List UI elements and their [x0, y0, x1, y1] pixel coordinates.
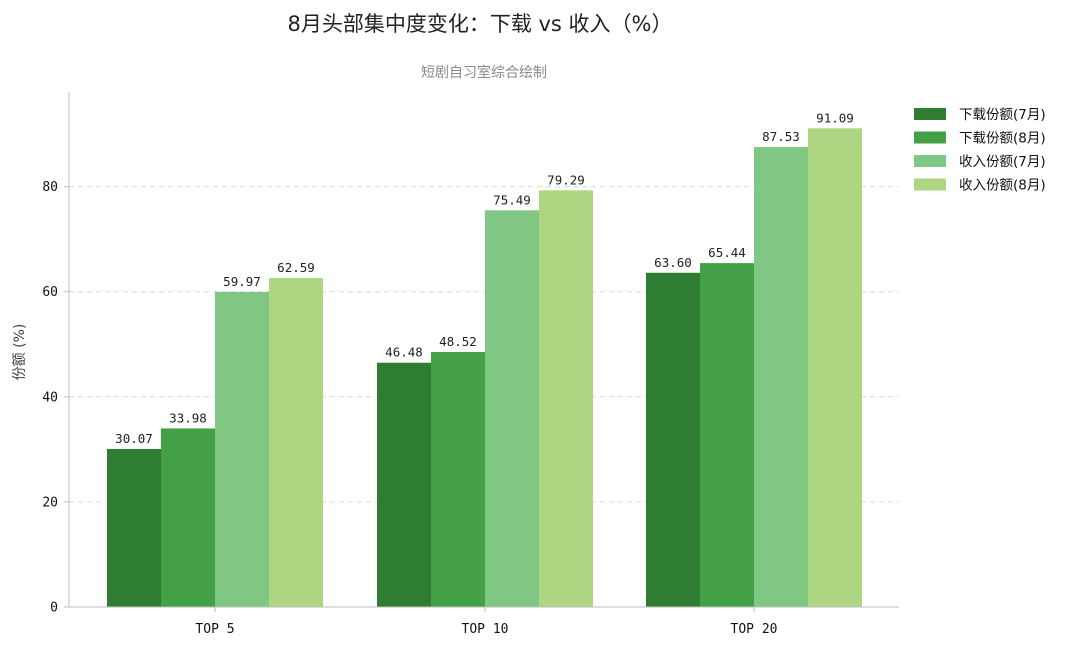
bar [754, 147, 808, 607]
y-axis-label: 份额 (%) [12, 324, 28, 381]
y-tick-label: 40 [42, 390, 58, 405]
data-label: 65.44 [708, 245, 746, 260]
bar [808, 128, 862, 608]
legend-swatch [914, 155, 946, 167]
data-label: 48.52 [439, 334, 477, 349]
chart-title: 8月头部集中度变化：下载 vs 收入（%） [287, 12, 672, 36]
bar [107, 448, 161, 607]
x-tick-label: TOP 5 [195, 622, 234, 637]
bar [269, 278, 323, 607]
data-label: 75.49 [493, 192, 531, 207]
legend-swatch [914, 108, 946, 120]
y-tick-label: 80 [42, 180, 58, 195]
y-tick-label: 60 [42, 285, 58, 300]
bar [700, 263, 754, 607]
bar [539, 190, 593, 608]
bars [107, 128, 862, 608]
x-tick-label: TOP 10 [462, 622, 509, 637]
bar [215, 291, 269, 607]
bar [161, 428, 215, 607]
data-label: 91.09 [816, 110, 854, 125]
legend-swatch [914, 131, 946, 144]
legend-label: 收入份额(7月) [959, 154, 1046, 170]
data-label: 30.07 [115, 431, 153, 446]
data-label: 46.48 [385, 345, 423, 360]
legend-label: 下载份额(7月) [959, 107, 1046, 123]
y-tick-label: 0 [50, 601, 58, 616]
data-label: 33.98 [169, 410, 207, 425]
axes: TOP 5 TOP 10 TOP 20 0 20 40 60 80 份额 (%) [12, 92, 899, 637]
bar [377, 362, 431, 607]
chart-subtitle: 短剧自习室综合绘制 [421, 64, 547, 81]
data-labels: 30.07 33.98 59.97 62.59 46.48 48.52 75.49 79.29… [115, 110, 854, 446]
x-tick-label: TOP 20 [731, 622, 778, 637]
data-label: 62.59 [277, 260, 315, 275]
legend-label: 收入份额(8月) [959, 178, 1046, 194]
data-label: 63.60 [654, 255, 692, 270]
bar [646, 272, 700, 607]
legend-swatch [914, 178, 946, 191]
data-label: 59.97 [223, 274, 261, 289]
legend: 下载份额(7月) 下载份额(8月) 收入份额(7月) 收入份额(8月) [914, 107, 1046, 194]
legend-label: 下载份额(8月) [959, 131, 1046, 147]
bar [485, 210, 539, 607]
data-label: 79.29 [547, 172, 585, 187]
data-label: 87.53 [762, 129, 800, 144]
y-tick-label: 20 [42, 495, 58, 510]
bar [431, 352, 485, 607]
